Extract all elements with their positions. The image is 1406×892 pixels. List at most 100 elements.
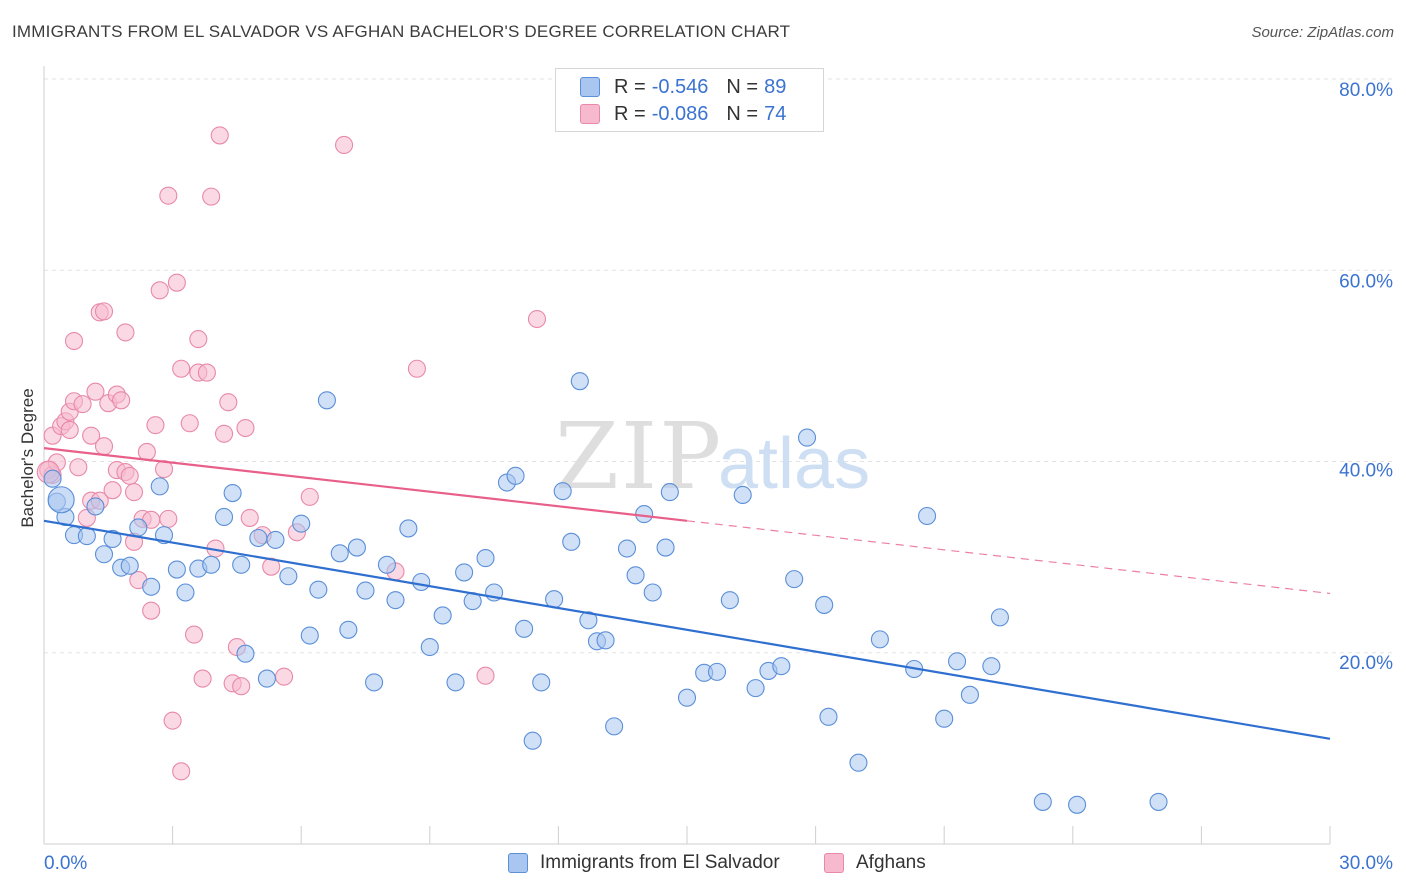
series-swatch-pink bbox=[824, 853, 844, 873]
afghans-trend-line-dashed bbox=[686, 520, 1331, 595]
x-tick-label: 30.0% bbox=[1339, 853, 1393, 874]
afghans-point bbox=[197, 363, 216, 382]
el-salvador-point bbox=[733, 485, 752, 505]
y-tick-label: 60.0% bbox=[1339, 271, 1393, 292]
el-salvador-point bbox=[815, 595, 834, 614]
afghans-point bbox=[180, 414, 199, 433]
afghans-point bbox=[159, 509, 178, 528]
el-salvador-point bbox=[386, 591, 405, 610]
el-salvador-point bbox=[596, 631, 615, 650]
afghans-point bbox=[142, 601, 161, 620]
afghans-point bbox=[172, 762, 191, 781]
el-salvador-point bbox=[506, 466, 525, 485]
afghans-point bbox=[335, 135, 354, 155]
afghans-point bbox=[146, 416, 165, 435]
el-salvador-point bbox=[150, 477, 169, 496]
el-salvador-point bbox=[279, 567, 298, 586]
el-salvador-point bbox=[309, 580, 328, 599]
el-salvador-point bbox=[433, 606, 452, 625]
el-salvador-point bbox=[960, 685, 979, 704]
y-tick-label: 40.0% bbox=[1339, 461, 1393, 482]
el-salvador-point bbox=[746, 679, 765, 698]
el-salvador-point bbox=[330, 544, 349, 563]
legend-r-value: -0.546 bbox=[651, 75, 709, 98]
el-salvador-point bbox=[176, 583, 195, 602]
legend-n-label: N = bbox=[726, 75, 759, 98]
legend-n-label: N = bbox=[726, 102, 759, 125]
el-salvador-point bbox=[562, 532, 581, 551]
el-salvador-point bbox=[232, 555, 251, 574]
el-salvador-point bbox=[300, 626, 319, 645]
afghans-point bbox=[124, 483, 144, 502]
afghans-point bbox=[210, 126, 229, 145]
afghans-point bbox=[82, 426, 101, 445]
chart-title: IMMIGRANTS FROM EL SALVADOR VS AFGHAN BA… bbox=[12, 22, 791, 41]
el-salvador-point bbox=[660, 483, 679, 502]
el-salvador-point bbox=[635, 505, 654, 524]
el-salvador-point bbox=[202, 555, 221, 574]
el-salvador-point bbox=[515, 619, 534, 638]
trend-lines bbox=[43, 447, 1331, 740]
el-salvador-point bbox=[643, 583, 662, 602]
el-salvador-point bbox=[523, 731, 542, 750]
afghans-point bbox=[184, 625, 204, 644]
el-salvador-point bbox=[918, 506, 937, 526]
afghans-point bbox=[167, 273, 186, 292]
axes bbox=[43, 66, 1331, 845]
el-salvador-point bbox=[677, 688, 697, 707]
el-salvador-point bbox=[656, 538, 675, 557]
el-salvador-points bbox=[43, 372, 1168, 814]
legend-n-value: 74 bbox=[764, 102, 787, 125]
el-salvador-point bbox=[317, 391, 336, 410]
afghans-point bbox=[150, 281, 169, 300]
afghans-point bbox=[163, 711, 182, 730]
el-salvador-point bbox=[412, 572, 431, 592]
el-salvador-point bbox=[120, 556, 139, 575]
el-salvador-point bbox=[167, 560, 186, 579]
afghans-point bbox=[94, 302, 114, 321]
el-salvador-point bbox=[990, 608, 1009, 627]
el-salvador-point bbox=[707, 662, 727, 681]
el-salvador-point bbox=[982, 657, 1001, 676]
y-axis-label: Bachelor's Degree bbox=[18, 388, 37, 528]
series-legend: Immigrants from El Salvador Afghans bbox=[0, 852, 1406, 878]
series-swatch-blue bbox=[508, 853, 528, 873]
el-salvador-point bbox=[223, 484, 242, 503]
legend-row-el-salvador: R = -0.546 N = 89 bbox=[580, 75, 786, 99]
el-salvador-point bbox=[339, 620, 358, 639]
afghans-point bbox=[112, 391, 131, 410]
afghans-point bbox=[232, 677, 251, 696]
afghans-point bbox=[189, 330, 208, 349]
watermark: ZIP atlas bbox=[555, 403, 870, 510]
el-salvador-point bbox=[819, 707, 838, 726]
el-salvador-point bbox=[870, 630, 889, 649]
el-salvador-point bbox=[553, 482, 572, 501]
afghans-point bbox=[94, 437, 114, 456]
afghans-point bbox=[407, 359, 426, 378]
el-salvador-point bbox=[347, 538, 366, 557]
series-label: Afghans bbox=[856, 852, 926, 873]
el-salvador-point bbox=[446, 673, 465, 692]
afghans-point bbox=[103, 481, 122, 500]
afghans-point bbox=[60, 420, 79, 439]
el-salvador-point bbox=[797, 428, 817, 447]
legend-r-label: R = bbox=[614, 102, 646, 125]
el-salvador-point bbox=[377, 555, 396, 574]
el-salvador-point bbox=[249, 528, 268, 548]
el-salvador-point bbox=[605, 717, 624, 736]
el-salvador-point bbox=[617, 539, 637, 558]
el-salvador-point bbox=[43, 469, 62, 488]
afghans-point bbox=[214, 424, 234, 443]
y-tick-label: 80.0% bbox=[1339, 80, 1393, 101]
el-salvador-point bbox=[94, 545, 114, 564]
el-salvador-point bbox=[257, 669, 276, 688]
afghans-point bbox=[64, 331, 84, 351]
el-salvador-point bbox=[1068, 795, 1087, 814]
el-salvador-point bbox=[47, 486, 75, 514]
el-salvador-point bbox=[103, 529, 122, 549]
afghans-point bbox=[219, 393, 238, 412]
el-salvador-point bbox=[579, 611, 598, 630]
afghans-point bbox=[300, 487, 319, 506]
legend-swatch-pink bbox=[580, 104, 600, 124]
el-salvador-point bbox=[785, 570, 804, 589]
